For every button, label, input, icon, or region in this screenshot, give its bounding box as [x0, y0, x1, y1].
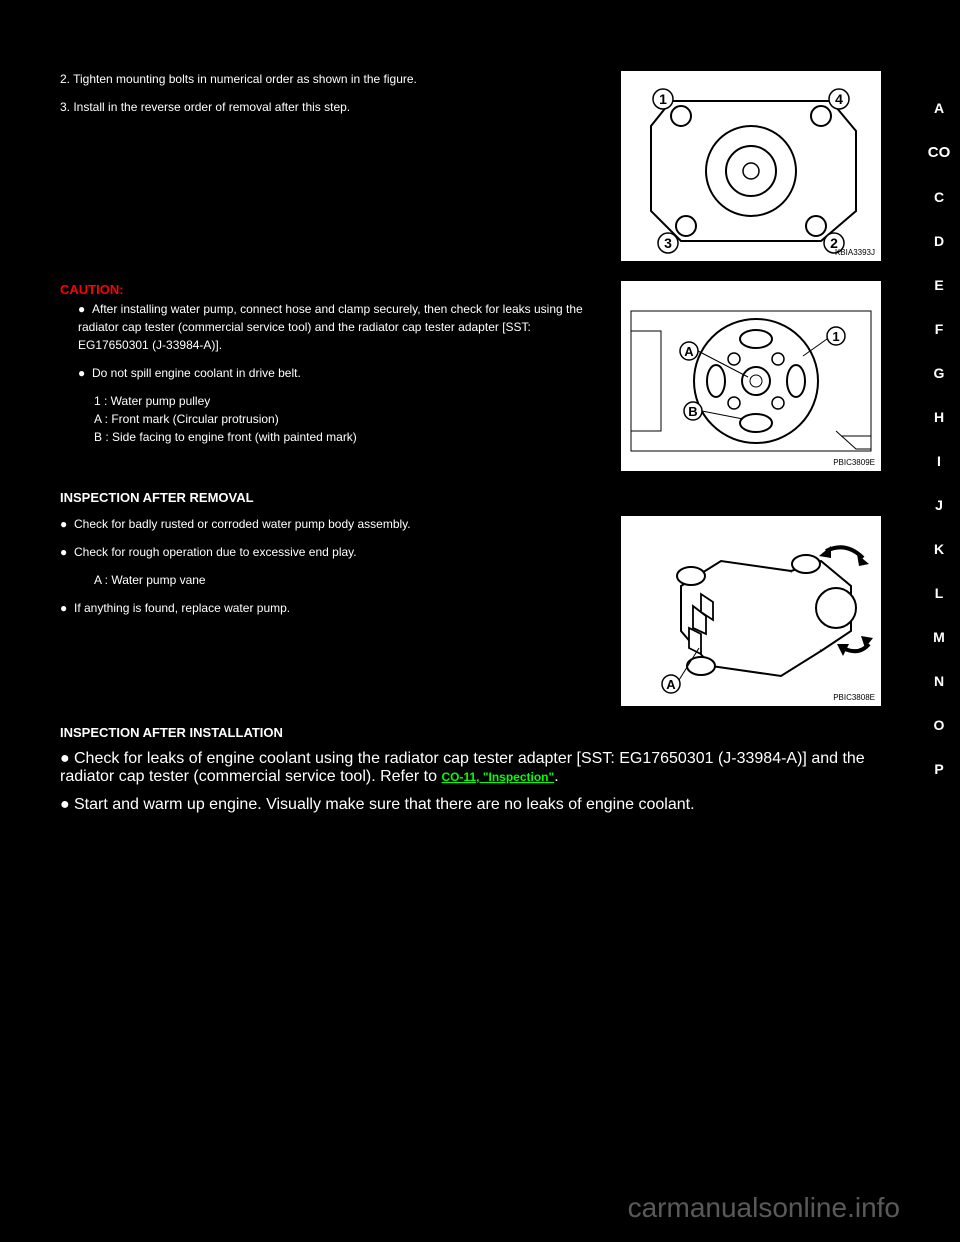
tab-co[interactable]: CO: [926, 144, 952, 161]
figure-bolt-order: 1 4 3 2 KBIA3393J: [620, 70, 880, 260]
section-inspection-install: INSPECTION AFTER INSTALLATION: [60, 725, 880, 740]
section-inspection-removal: INSPECTION AFTER REMOVAL: [60, 490, 880, 505]
caution-item-b: ●Do not spill engine coolant in drive be…: [60, 364, 604, 382]
svg-text:1: 1: [832, 329, 839, 344]
link-co11[interactable]: CO-11, "Inspection": [441, 770, 554, 784]
after-b: ●Start and warm up engine. Visually make…: [60, 796, 880, 814]
svg-text:1: 1: [659, 91, 667, 107]
figure-pulley: A B 1 PBIC3809E: [620, 280, 880, 470]
caution-label: CAUTION:: [60, 280, 604, 300]
insp-b: ●Check for rough operation due to excess…: [60, 543, 604, 561]
figure-2-label: PBIC3809E: [833, 458, 875, 467]
tab-c[interactable]: C: [926, 189, 952, 205]
tab-h[interactable]: H: [926, 409, 952, 425]
step-3: 3. Install in the reverse order of remov…: [60, 98, 604, 116]
svg-text:A: A: [684, 344, 694, 359]
svg-text:4: 4: [835, 91, 843, 107]
tab-l[interactable]: L: [926, 585, 952, 601]
tab-p[interactable]: P: [926, 761, 952, 777]
svg-text:B: B: [688, 404, 697, 419]
figure-pump-vane: A PBIC3808E: [620, 515, 880, 705]
svg-text:A: A: [666, 677, 676, 692]
side-tabs: A CO C D E F G H I J K L M N O P: [926, 100, 952, 777]
insp-legend-a: A : Water pump vane: [60, 571, 604, 589]
tab-m[interactable]: M: [926, 629, 952, 645]
tab-d[interactable]: D: [926, 233, 952, 249]
main-content: 2. Tighten mounting bolts in numerical o…: [60, 70, 880, 824]
tab-j[interactable]: J: [926, 497, 952, 513]
legend-b: B : Side facing to engine front (with pa…: [94, 428, 604, 446]
watermark: carmanualsonline.info: [628, 1192, 900, 1224]
caution-item-a: ●After installing water pump, connect ho…: [60, 300, 604, 354]
legend-1: 1 : Water pump pulley: [94, 392, 604, 410]
tab-i[interactable]: I: [926, 453, 952, 469]
tab-a[interactable]: A: [926, 100, 952, 116]
after-a: ●Check for leaks of engine coolant using…: [60, 750, 880, 786]
step-2: 2. Tighten mounting bolts in numerical o…: [60, 70, 604, 88]
insp-a: ●Check for badly rusted or corroded wate…: [60, 515, 604, 533]
tab-g[interactable]: G: [926, 365, 952, 381]
svg-text:3: 3: [664, 235, 672, 251]
tab-f[interactable]: F: [926, 321, 952, 337]
tab-o[interactable]: O: [926, 717, 952, 733]
insp-c: ●If anything is found, replace water pum…: [60, 599, 604, 617]
tab-e[interactable]: E: [926, 277, 952, 293]
legend-a: A : Front mark (Circular protrusion): [94, 410, 604, 428]
figure-1-label: KBIA3393J: [835, 248, 875, 257]
tab-k[interactable]: K: [926, 541, 952, 557]
figure-3-label: PBIC3808E: [833, 693, 875, 702]
tab-n[interactable]: N: [926, 673, 952, 689]
